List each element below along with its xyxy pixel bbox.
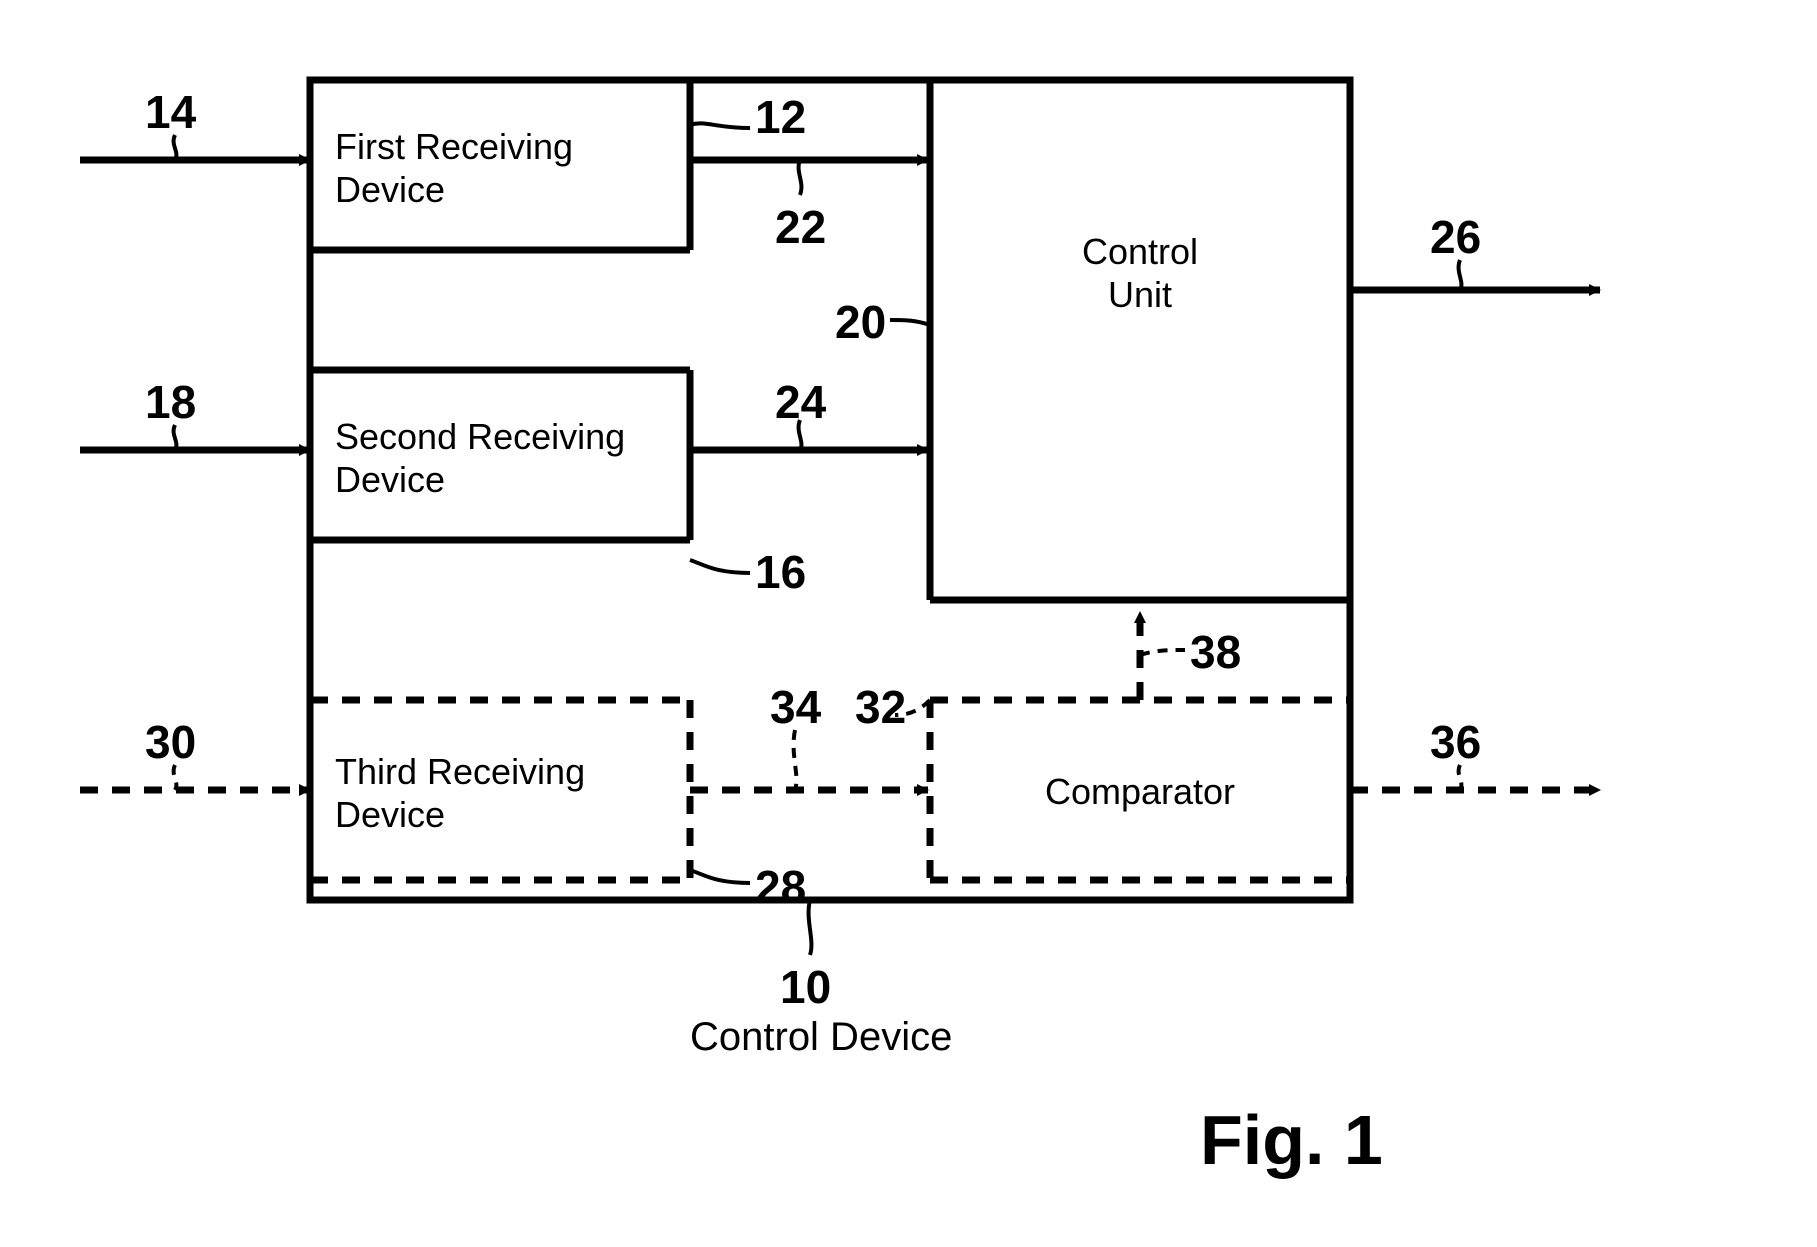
ref-10: 10 [780,960,831,1014]
ref-20: 20 [835,295,886,349]
tick-28 [690,870,750,883]
ref-14: 14 [145,85,196,139]
ref-32: 32 [855,680,906,734]
control-unit-label: ControlUnit [930,230,1350,316]
ref-34: 34 [770,680,821,734]
tick-20 [890,320,930,325]
tick-38 [1140,650,1185,655]
tick-16 [690,560,750,573]
ref-22: 22 [775,200,826,254]
ref-38: 38 [1190,625,1241,679]
first-rx-label: First ReceivingDevice [335,125,665,211]
ref-26: 26 [1430,210,1481,264]
second-rx-label: Second ReceivingDevice [335,415,665,501]
third-rx-label: Third ReceivingDevice [335,750,665,836]
ref-18: 18 [145,375,196,429]
comparator-label: Comparator [930,770,1350,813]
tick-12 [690,123,750,128]
tick-10 [809,900,812,955]
ref-30: 30 [145,715,196,769]
ref-12: 12 [755,90,806,144]
ref-28: 28 [755,860,806,914]
diagram-canvas: First ReceivingDevice Second ReceivingDe… [0,0,1817,1247]
figure-label: Fig. 1 [1200,1100,1383,1180]
tick-22 [799,160,802,195]
tick-26 [1459,260,1462,290]
ref-36: 36 [1430,715,1481,769]
tick-34 [794,730,797,790]
ref-24: 24 [775,375,826,429]
ref-16: 16 [755,545,806,599]
caption-control-device: Control Device [690,1015,952,1060]
